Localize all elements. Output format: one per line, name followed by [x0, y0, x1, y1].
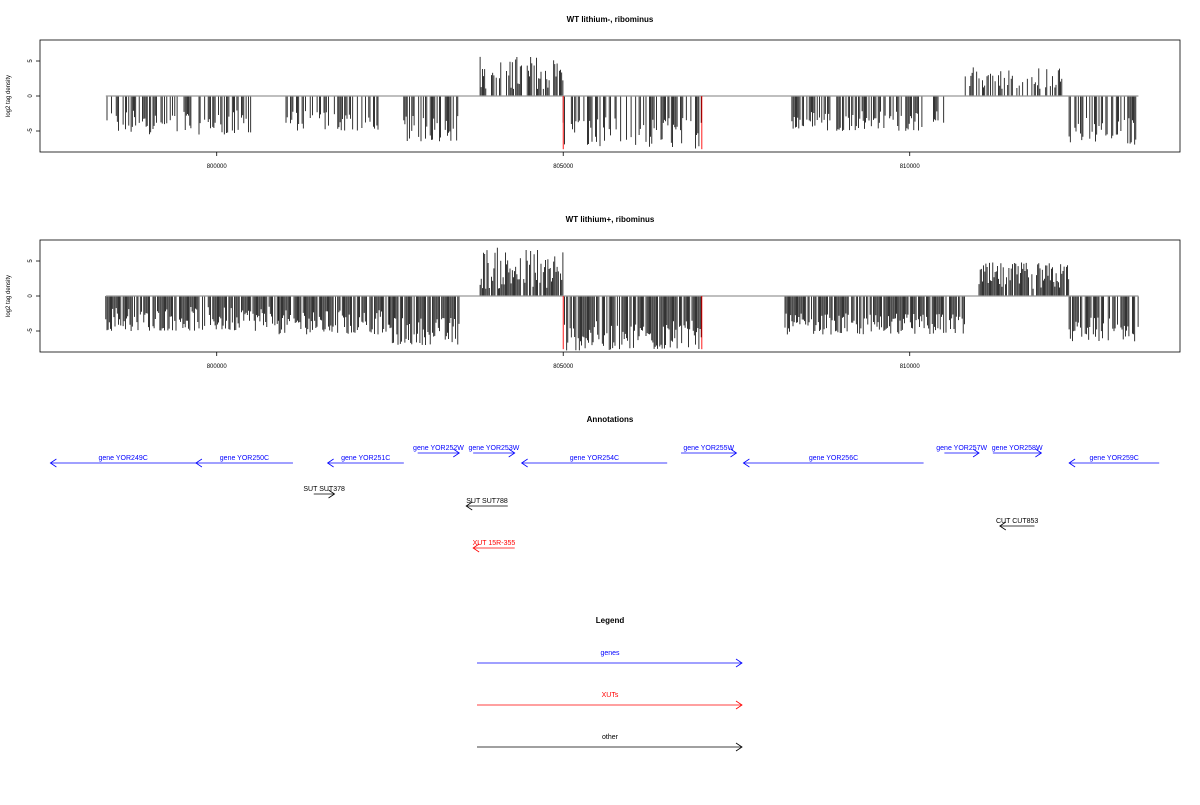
- y-tick-label: 5: [28, 259, 34, 263]
- legend-label: XUTs: [602, 692, 619, 699]
- feature-arrowhead: [999, 521, 1007, 531]
- legend-label: genes: [600, 650, 620, 657]
- coverage-bars: [105, 56, 1139, 149]
- x-axis: 800000 805000 810000: [207, 352, 921, 370]
- feature-arrowhead: [1035, 448, 1043, 458]
- x-axis: 800000 805000 810000: [207, 152, 921, 170]
- annotation-feature: gene YOR250C: [195, 455, 293, 468]
- x-tick-label: 810000: [900, 364, 921, 370]
- feature-label: XUT 15R-355: [473, 540, 516, 547]
- feature-label: gene YOR250C: [220, 455, 269, 462]
- feature-arrowhead: [520, 458, 528, 468]
- legend-arrowhead: [735, 700, 743, 710]
- legend-label: other: [602, 734, 619, 741]
- feature-arrowhead: [49, 458, 57, 468]
- x-tick-label: 800000: [207, 164, 228, 170]
- feature-arrowhead: [326, 458, 334, 468]
- y-tick-label: 5: [28, 59, 34, 63]
- legend: Legend genes XUTs other: [477, 616, 743, 752]
- feature-arrowhead: [195, 458, 203, 468]
- panel-title: WT lithium+, ribominus: [566, 215, 655, 224]
- y-tick-label: -5: [28, 128, 34, 134]
- panel-title: WT lithium-, ribominus: [567, 15, 654, 24]
- annotation-feature: SUT SUT788: [465, 498, 508, 511]
- y-axis-label: log2 tag density: [6, 275, 12, 317]
- feature-arrowhead: [1068, 458, 1076, 468]
- annotation-feature: SUT SUT378: [303, 486, 345, 499]
- highlight-lines: [562, 96, 703, 150]
- legend-item: genes: [477, 650, 743, 668]
- annotation-feature: CUT CUT853: [996, 518, 1038, 531]
- annotations-panel: Annotations gene YOR249C gene YOR250C gene…: [49, 415, 1160, 553]
- legend-item: other: [477, 734, 743, 752]
- feature-arrowhead: [730, 448, 738, 458]
- feature-arrowhead: [472, 543, 480, 553]
- legend-item: XUTs: [477, 692, 743, 710]
- x-tick-label: 805000: [553, 364, 574, 370]
- coverage-bars: [105, 247, 1139, 351]
- feature-arrowhead: [328, 489, 336, 499]
- x-tick-label: 805000: [553, 164, 574, 170]
- annotation-feature: gene YOR253W: [468, 445, 520, 458]
- annotation-feature: gene YOR258W: [992, 445, 1043, 458]
- annotation-tracks: gene YOR249C gene YOR250C gene YOR251C gene…: [49, 445, 1160, 553]
- feature-arrowhead: [972, 448, 980, 458]
- y-axis: -5 0 5: [28, 259, 40, 334]
- y-tick-label: 0: [28, 294, 34, 298]
- legend-arrowhead: [735, 742, 743, 752]
- feature-label: gene YOR259C: [1090, 455, 1139, 462]
- feature-label: SUT SUT378: [303, 486, 345, 493]
- feature-label: SUT SUT788: [466, 498, 508, 505]
- annotation-feature: gene YOR249C: [49, 455, 196, 468]
- feature-label: CUT CUT853: [996, 518, 1038, 525]
- feature-label: gene YOR254C: [570, 455, 619, 462]
- annotation-feature: gene YOR257W: [936, 445, 988, 458]
- feature-arrowhead: [453, 448, 460, 458]
- feature-label: gene YOR249C: [99, 455, 148, 462]
- feature-label: gene YOR255W: [683, 445, 734, 452]
- highlight-lines: [562, 296, 703, 350]
- y-axis-label: log2 tag density: [6, 75, 12, 117]
- legend-arrowhead: [735, 658, 743, 668]
- annotation-feature: XUT 15R-355: [472, 540, 516, 553]
- annotation-feature: gene YOR259C: [1068, 455, 1160, 468]
- annotation-feature: gene YOR255W: [681, 445, 738, 458]
- x-tick-label: 810000: [900, 164, 921, 170]
- annotation-feature: gene YOR254C: [520, 455, 668, 468]
- annotation-feature: gene YOR252W: [413, 445, 464, 458]
- y-tick-label: -5: [28, 328, 34, 334]
- feature-label: gene YOR256C: [809, 455, 858, 462]
- panel-lithium-minus: WT lithium-, ribominus log2 tag density …: [6, 15, 1181, 170]
- feature-label: gene YOR253W: [468, 445, 519, 452]
- panel-lithium-plus: WT lithium+, ribominus log2 tag density …: [6, 215, 1181, 370]
- annotations-title: Annotations: [587, 415, 634, 424]
- feature-label: gene YOR252W: [413, 445, 464, 452]
- feature-label: gene YOR257W: [936, 445, 987, 452]
- y-tick-label: 0: [28, 94, 34, 98]
- y-axis: -5 0 5: [28, 59, 40, 134]
- feature-label: gene YOR251C: [341, 455, 390, 462]
- legend-items: genes XUTs other: [477, 650, 743, 752]
- feature-arrowhead: [508, 448, 516, 458]
- feature-label: gene YOR258W: [992, 445, 1043, 452]
- annotation-feature: gene YOR256C: [742, 455, 924, 468]
- feature-arrowhead: [465, 501, 473, 511]
- feature-arrowhead: [742, 458, 750, 468]
- x-tick-label: 800000: [207, 364, 228, 370]
- legend-title: Legend: [596, 616, 625, 625]
- annotation-feature: gene YOR251C: [326, 455, 404, 468]
